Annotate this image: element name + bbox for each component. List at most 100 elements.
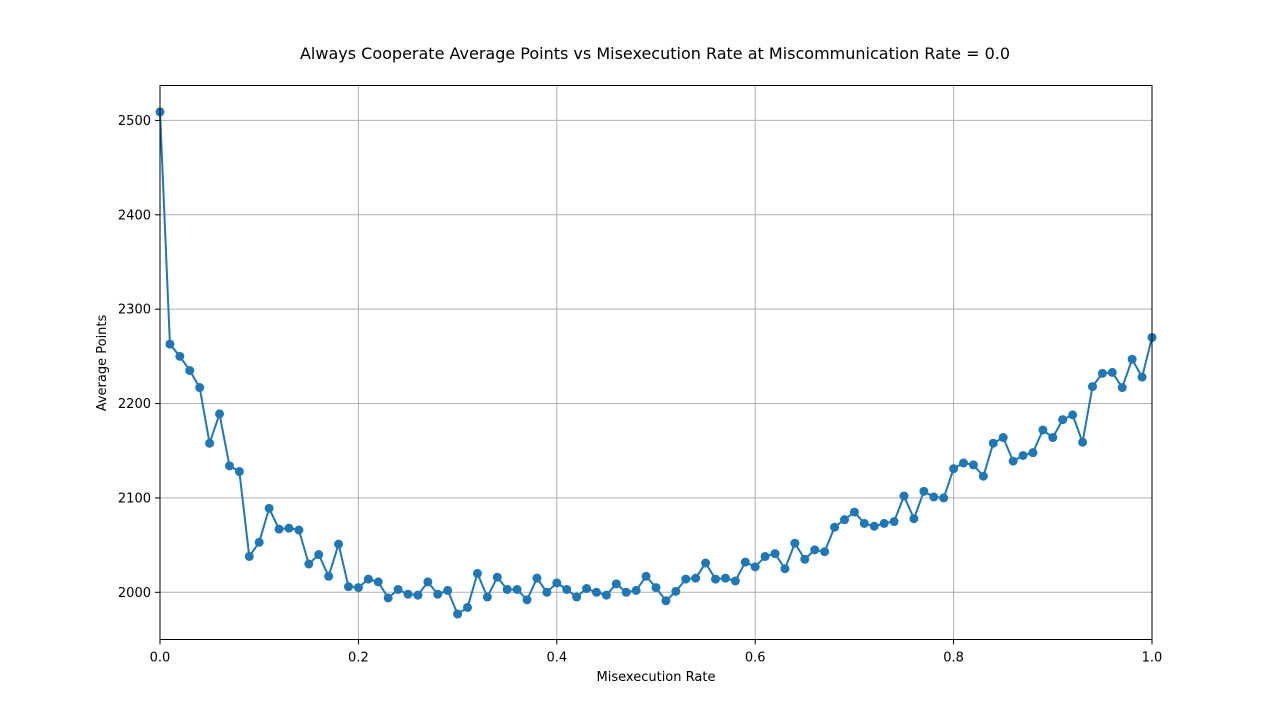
data-point [264, 503, 274, 513]
data-point [1087, 382, 1097, 392]
data-point [839, 515, 849, 525]
data-point [453, 609, 463, 619]
data-point [532, 573, 542, 583]
data-point [899, 491, 909, 501]
data-point [482, 592, 492, 602]
data-point [790, 538, 800, 548]
data-point [562, 584, 572, 594]
data-point [304, 559, 314, 569]
data-point [1127, 354, 1137, 364]
data-point [492, 572, 502, 582]
data-point [631, 585, 641, 595]
x-axis: 0.0 0.2 0.4 0.6 0.8 1.0 [150, 639, 1163, 666]
data-point [949, 464, 959, 474]
data-point [720, 573, 730, 583]
data-point [254, 537, 264, 547]
data-point [1068, 410, 1078, 420]
data-point [343, 582, 353, 592]
data-point [1028, 448, 1038, 458]
data-point [919, 486, 929, 496]
data-point [1078, 437, 1088, 447]
data-point [522, 595, 532, 605]
y-axis: 2000 2100 2200 2300 2400 2500 [118, 114, 160, 601]
data-point [363, 574, 373, 584]
data-point [959, 458, 969, 468]
data-point [512, 584, 522, 594]
data-point [1048, 433, 1058, 443]
plot-frame [159, 85, 1153, 640]
data-point [334, 539, 344, 549]
y-tick-label: 2100 [118, 491, 151, 506]
data-point [939, 493, 949, 503]
data-point [810, 545, 820, 555]
x-tick-label: 0.6 [745, 651, 766, 666]
data-point [849, 507, 859, 517]
data-point [770, 549, 780, 559]
data-point [591, 587, 601, 597]
data-point [780, 564, 790, 574]
y-tick-label: 2400 [118, 208, 151, 223]
data-point [502, 584, 512, 594]
data-point [175, 351, 185, 361]
data-point [1018, 450, 1028, 460]
x-tick-label: 1.0 [1142, 651, 1163, 666]
data-point [611, 579, 621, 589]
data-point [353, 583, 363, 593]
data-point [1058, 415, 1068, 425]
data-point [968, 460, 978, 470]
data-point [869, 521, 879, 531]
data-point [314, 550, 324, 560]
data-point [681, 574, 691, 584]
data-point [393, 584, 403, 594]
data-point [542, 587, 552, 597]
data-point [730, 576, 740, 586]
data-point [830, 522, 840, 532]
data-point [651, 583, 661, 593]
data-point [879, 518, 889, 528]
y-axis-label: Average Points [95, 314, 110, 411]
data-point [929, 492, 939, 502]
data-point [423, 577, 433, 587]
data-point [234, 467, 244, 477]
data-point [284, 523, 294, 533]
data-point [1008, 456, 1018, 466]
data-point [909, 514, 919, 524]
data-point [661, 596, 671, 606]
data-point [988, 438, 998, 448]
x-axis-label: Misexecution Rate [597, 670, 716, 685]
data-point [998, 433, 1008, 443]
data-point [274, 524, 284, 534]
data-point [740, 557, 750, 567]
data-point [472, 568, 482, 578]
data-point [552, 578, 562, 588]
data-point [433, 589, 443, 599]
series [155, 107, 1157, 619]
data-point [215, 409, 225, 419]
data-point [978, 471, 988, 481]
data-point [1038, 425, 1048, 435]
data-point [671, 586, 681, 596]
data-point [601, 590, 611, 600]
data-point [800, 554, 810, 564]
chart-title: Always Cooperate Average Points vs Misex… [300, 44, 1010, 63]
series-line [159, 111, 1153, 616]
data-point [205, 438, 215, 448]
data-point [701, 558, 711, 568]
y-tick-label: 2300 [118, 303, 151, 318]
data-point [1137, 372, 1147, 382]
x-tick-label: 0.4 [546, 651, 567, 666]
data-point [1097, 368, 1107, 378]
y-tick-label: 2200 [118, 397, 151, 412]
grid [159, 85, 1153, 640]
data-point [582, 584, 592, 594]
data-point [463, 602, 473, 612]
data-point [413, 590, 423, 600]
data-point [195, 383, 205, 393]
data-point [621, 587, 631, 597]
y-tick-label: 2000 [118, 586, 151, 601]
data-point [443, 585, 453, 595]
x-tick-label: 0.2 [348, 651, 369, 666]
data-point [711, 574, 721, 584]
